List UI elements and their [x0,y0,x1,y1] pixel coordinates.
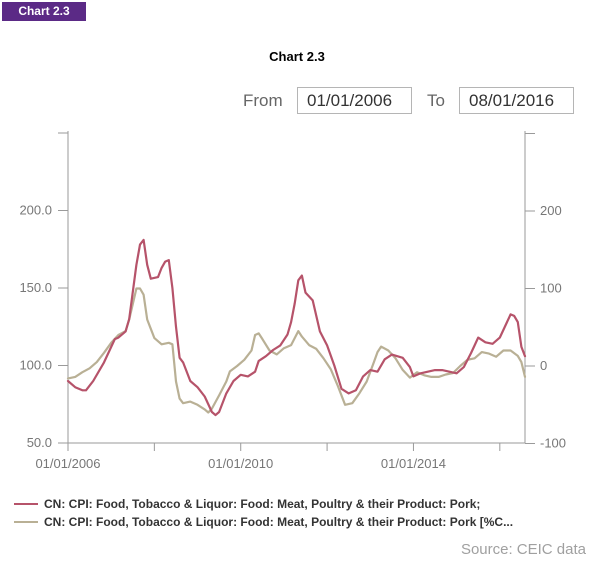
legend-swatch-series-2 [14,520,38,523]
left-axis-tick-label: 150.0 [19,280,52,295]
x-axis-tick-label: 01/01/2014 [381,456,446,471]
legend-label-series-2: CN: CPI: Food, Tobacco & Liquor: Food: M… [44,515,514,529]
right-axis-tick-label: -100 [540,436,566,451]
chart-title: Chart 2.3 [269,49,325,64]
series-line-1 [66,238,527,417]
right-axis-tick-label: 200 [540,203,562,218]
to-label: To [427,91,445,110]
to-date-input[interactable]: 08/01/2016 [459,87,574,114]
left-axis-tick-label: 50.0 [27,435,52,450]
x-axis-tick-label: 01/01/2010 [208,456,273,471]
left-axis-tick-label: 100.0 [19,358,52,373]
left-axis-tick-label: 200.0 [19,203,52,218]
legend-item-series-2[interactable]: CN: CPI: Food, Tobacco & Liquor: Food: M… [14,515,584,529]
chart-tag: Chart 2.3 [2,2,86,21]
legend-swatch-series-1 [14,502,38,505]
legend-item-series-1[interactable]: CN: CPI: Food, Tobacco & Liquor: Food: M… [14,497,584,511]
from-label: From [243,91,283,110]
right-axis-tick-label: 100 [540,281,562,296]
series-line-2 [66,287,527,414]
right-axis-tick-label: 0 [540,358,547,373]
source-note: Source: CEIC data [460,541,586,558]
x-axis-tick-label: 01/01/2006 [35,456,100,471]
from-date-input[interactable]: 01/01/2006 [297,87,412,114]
legend-label-series-1: CN: CPI: Food, Tobacco & Liquor: Food: M… [44,497,481,511]
